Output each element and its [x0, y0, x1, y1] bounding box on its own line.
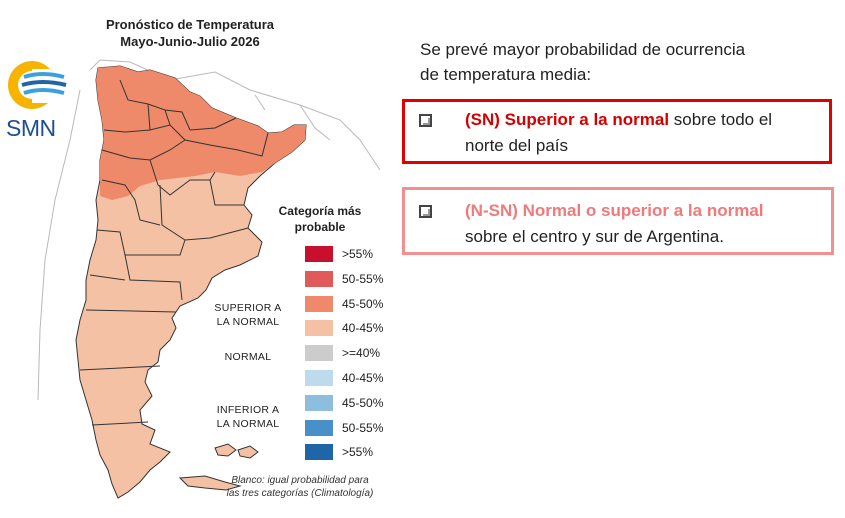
legend-swatch [305, 345, 333, 362]
checkbox-bullet-icon [419, 205, 432, 218]
argentina-map [37, 59, 381, 499]
intro-text: Se prevé mayor probabilidad de ocurrenci… [420, 37, 820, 87]
footnote: Blanco: igual probabilidad para las tres… [205, 474, 395, 500]
category-superior: SUPERIOR A LA NORMAL [203, 301, 293, 329]
smn-logo-text: SMN [6, 115, 56, 141]
sn-box: (SN) Superior a la normal sobre todo el … [402, 99, 832, 164]
legend-swatch [305, 246, 333, 262]
nsn-box: (N-SN) Normal o superior a la normal sob… [402, 187, 834, 255]
legend-label: 40-45% [342, 321, 384, 336]
map-title-line1: Pronóstico de Temperatura [105, 17, 275, 32]
footnote-line1: Blanco: igual probabilidad para [231, 475, 369, 486]
legend-swatch [305, 419, 333, 436]
category-superior-line2: LA NORMAL [216, 316, 280, 328]
nsn-highlight: (N-SN) Normal o superior a la normal [465, 201, 764, 220]
legend-swatch [305, 320, 333, 337]
category-normal: NORMAL [224, 351, 272, 363]
legend-label: 50-55% [342, 420, 384, 435]
legend-swatch [305, 295, 333, 312]
legend-title-line1: Categoría más [278, 204, 362, 218]
sn-text-line1: (SN) Superior a la normal sobre todo el [465, 107, 823, 133]
sn-text: (SN) Superior a la normal sobre todo el … [465, 107, 823, 159]
legend-title: Categoría más probable [270, 203, 370, 235]
nsn-text: (N-SN) Normal o superior a la normal sob… [465, 198, 823, 250]
tierra-del-fuego [178, 475, 242, 491]
category-inferior-line2: LA NORMAL [216, 418, 280, 430]
legend-swatch [305, 444, 333, 461]
legend-label: 45-50% [342, 395, 384, 410]
legend-label: 45-50% [342, 296, 384, 311]
legend-label: >55% [342, 247, 374, 261]
legend-label: 40-45% [342, 371, 384, 385]
smn-logo-icon [8, 61, 72, 109]
legend-label: >=40% [342, 346, 381, 361]
legend-swatch [305, 270, 333, 287]
sn-highlight: (SN) Superior a la normal [465, 110, 670, 129]
sn-rest: sobre todo el [669, 110, 773, 129]
intro-line1: Se prevé mayor probabilidad de ocurrenci… [420, 40, 746, 59]
map-title-line2: Mayo-Junio-Julio 2026 [120, 34, 260, 49]
category-inferior-line1: INFERIOR A [216, 404, 280, 416]
legend-swatch [305, 394, 333, 411]
legend-label: >55% [342, 445, 374, 460]
neighbor-countries-outline [37, 59, 381, 401]
category-superior-line1: SUPERIOR A [214, 302, 282, 314]
legend-title-line2: probable [294, 220, 346, 234]
checkbox-bullet-icon [419, 114, 432, 127]
legend-swatch [305, 370, 333, 386]
sn-text-line2: norte del país [465, 136, 569, 155]
footnote-line2: las tres categorías (Climatología) [226, 488, 374, 499]
argentina-north-region [96, 66, 306, 200]
nsn-text-line2: sobre el centro y sur de Argentina. [465, 227, 724, 246]
intro-line2: de temperatura media: [420, 65, 592, 84]
province-borders [79, 79, 269, 426]
category-inferior: INFERIOR A LA NORMAL [203, 403, 293, 431]
legend-label: 50-55% [342, 271, 384, 286]
map-title: Pronóstico de Temperatura Mayo-Junio-Jul… [60, 16, 320, 50]
islas-malvinas [214, 443, 259, 459]
